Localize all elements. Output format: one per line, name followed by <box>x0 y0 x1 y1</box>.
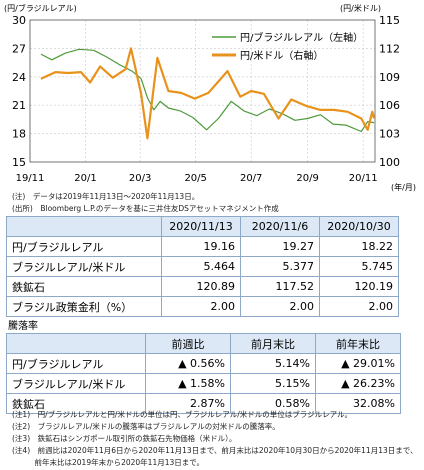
y-left-tick-label: 27 <box>12 42 26 55</box>
table-header-row: 前週比 前月末比 前年末比 <box>6 333 401 354</box>
column-header: 前年末比 <box>315 333 401 354</box>
legend-label-usd: 円/米ドル（右軸） <box>240 49 323 62</box>
cell-value: 2.00 <box>161 296 241 317</box>
series-line-jpy-usd <box>40 47 376 140</box>
change-rate-heading: 騰落率 <box>8 321 38 332</box>
y-right-tick-label: 103 <box>379 128 400 141</box>
cell-value: 5.745 <box>319 256 399 277</box>
y-left-unit: (円/ブラジルレアル) <box>4 3 77 13</box>
x-tick-label: 19/11 <box>16 173 45 184</box>
y-left-tick-label: 15 <box>12 156 26 169</box>
x-tick-label: 20/5 <box>184 173 206 184</box>
row-label: 円/ブラジルレアル <box>6 236 162 257</box>
cell-value: 2.00 <box>240 296 320 317</box>
cell-value: 120.89 <box>161 276 241 297</box>
column-header: 2020/11/13 <box>161 216 241 237</box>
fx-line-chart: 15 18 21 24 27 30 100 103 106 109 112 115 19/11 20/1 2… <box>4 3 416 192</box>
cell-value: 5.377 <box>240 256 320 277</box>
cell-value: ▲ 1.58% <box>145 373 231 394</box>
column-header: 前月末比 <box>230 333 316 354</box>
row-label: ブラジル政策金利（%） <box>6 296 162 317</box>
chart-series <box>40 47 376 140</box>
y-right-tick-label: 115 <box>379 14 400 27</box>
x-tick-label: 20/3 <box>129 173 151 184</box>
table-row: 円/ブラジルレアル ▲ 0.56% 5.14% ▲ 29.01% <box>6 353 401 374</box>
chart-legend: 円/ブラジルレアル（左軸） 円/米ドル（右軸） <box>212 31 363 62</box>
cell-value: 32.08% <box>315 393 401 414</box>
series-line-jpy-brl <box>40 48 375 133</box>
column-header: 2020/11/6 <box>240 216 320 237</box>
x-tick-label: 20/1 <box>74 173 96 184</box>
data-period-note: (注) データは2019年11月13日～2020年11月13日。 <box>12 192 200 201</box>
cell-value: 5.14% <box>230 353 316 374</box>
x-tick-label: 20/11 <box>349 173 378 184</box>
column-header: 前週比 <box>145 333 231 354</box>
chart-tick-labels: 15 18 21 24 27 30 100 103 106 109 112 115 19/11 20/1 2… <box>12 14 400 184</box>
x-unit: (年/月) <box>391 182 416 192</box>
row-label: ブラジルレアル/米ドル <box>6 256 162 277</box>
cell-value: 5.15% <box>230 373 316 394</box>
cell-value: 2.00 <box>319 296 399 317</box>
cell-value: 117.52 <box>240 276 320 297</box>
cell-value: ▲ 29.01% <box>315 353 401 374</box>
x-tick-label: 20/9 <box>296 173 318 184</box>
table-row: 鉄鉱石 120.89 117.52 120.19 <box>6 276 399 297</box>
cell-value: ▲ 0.56% <box>145 353 231 374</box>
footnote-3: (注3) 鉄鉱石はシンガポール取引所の鉄鉱石先物価格（米ドル）。 <box>12 434 237 443</box>
cell-value: 19.16 <box>161 236 241 257</box>
fx-levels-table: 2020/11/13 2020/11/6 2020/10/30 円/ブラジルレア… <box>6 216 399 317</box>
footnote-1: (注1) 円/ブラジルレアルと円/米ドルの単位は円、ブラジルレアル/米ドルの単位… <box>12 410 353 419</box>
table-row: ブラジルレアル/米ドル ▲ 1.58% 5.15% ▲ 26.23% <box>6 373 401 394</box>
table-row: ブラジルレアル/米ドル 5.464 5.377 5.745 <box>6 256 399 277</box>
y-left-tick-label: 21 <box>12 99 26 112</box>
y-right-tick-label: 106 <box>379 99 400 112</box>
table-row: 円/ブラジルレアル 19.16 19.27 18.22 <box>6 236 399 257</box>
footnote-2: (注2) ブラジルレアル/米ドルの騰落率はブラジルレアルの対米ドルの騰落率。 <box>12 422 280 431</box>
row-label: 円/ブラジルレアル <box>6 353 146 374</box>
table-corner-cell <box>6 333 146 354</box>
cell-value: 5.464 <box>161 256 241 277</box>
y-left-tick-label: 24 <box>12 71 26 84</box>
y-right-tick-label: 112 <box>379 42 400 55</box>
y-left-tick-label: 18 <box>12 128 26 141</box>
change-rate-table: 前週比 前月末比 前年末比 円/ブラジルレアル ▲ 0.56% 5.14% ▲ … <box>6 333 401 414</box>
footnote-5: 前年末比は2019年末から2020年11月13日まで。 <box>12 458 204 467</box>
cell-value: 2.87% <box>145 393 231 414</box>
table-header-row: 2020/11/13 2020/11/6 2020/10/30 <box>6 216 399 237</box>
cell-value: 0.58% <box>230 393 316 414</box>
table-row: 鉄鉱石 2.87% 0.58% 32.08% <box>6 393 401 414</box>
table-row: ブラジル政策金利（%） 2.00 2.00 2.00 <box>6 296 399 317</box>
table-corner-cell <box>6 216 162 237</box>
plot-frame <box>29 19 376 163</box>
column-header: 2020/10/30 <box>319 216 399 237</box>
legend-label-brl: 円/ブラジルレアル（左軸） <box>240 31 363 44</box>
source-note: (出所) Bloomberg L.P.のデータを基に三井住友DSアセットマネジメ… <box>12 204 279 213</box>
x-tick-label: 20/7 <box>240 173 262 184</box>
row-label: ブラジルレアル/米ドル <box>6 373 146 394</box>
cell-value: ▲ 26.23% <box>315 373 401 394</box>
y-left-tick-label: 30 <box>12 14 26 27</box>
y-right-tick-label: 100 <box>379 156 400 169</box>
cell-value: 18.22 <box>319 236 399 257</box>
y-right-tick-label: 109 <box>379 71 400 84</box>
row-label: 鉄鉱石 <box>6 276 162 297</box>
y-right-unit: (円/米ドル) <box>340 3 381 13</box>
cell-value: 19.27 <box>240 236 320 257</box>
cell-value: 120.19 <box>319 276 399 297</box>
footnote-4: (注4) 前週比は2020年11月6日から2020年11月13日まで、前月末比は… <box>12 446 418 455</box>
